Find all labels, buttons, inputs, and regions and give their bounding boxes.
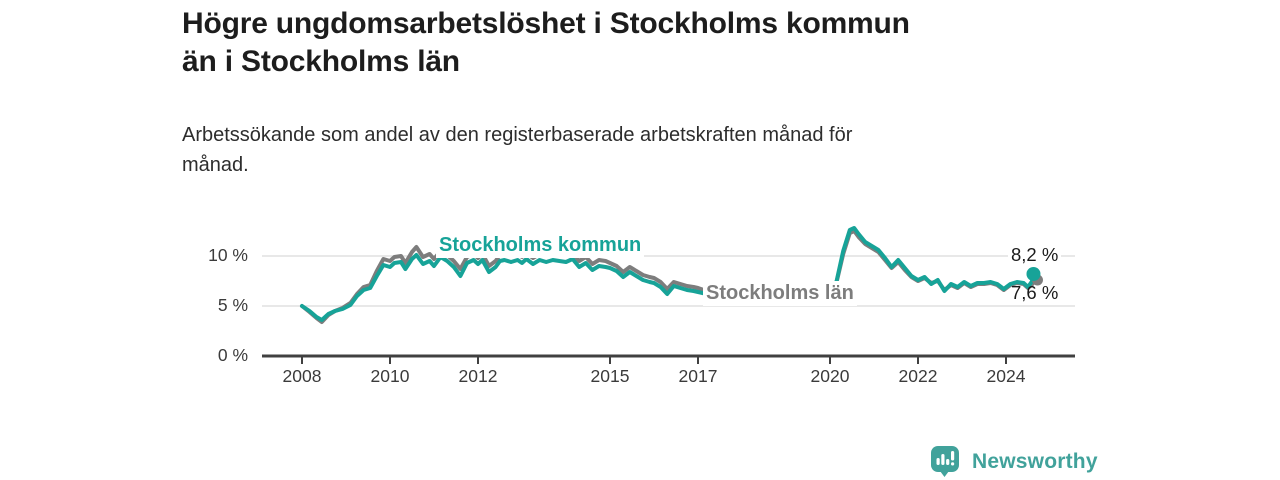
chart-subtitle: Arbetssökande som andel av den registerb… <box>182 124 853 176</box>
series-label-kommun: Stockholms kommun <box>436 233 645 258</box>
y-tick-label: 10 % <box>208 245 248 265</box>
series-line-kommun <box>300 226 1038 322</box>
x-tick-label: 2017 <box>678 366 718 386</box>
end-value-label-lan: 7,6 % <box>1011 282 1059 303</box>
chart-title: Högre ungdomsarbetslöshet i Stockholms k… <box>182 7 910 78</box>
x-tick-label: 2024 <box>986 366 1026 386</box>
y-tick-label: 0 % <box>217 345 248 365</box>
x-tick-label: 2012 <box>458 366 498 386</box>
newsworthy-logo: Newsworthy <box>930 445 1098 478</box>
x-tick-label: 2022 <box>898 366 938 386</box>
x-tick-label: 2015 <box>590 366 630 386</box>
series-label-lan: Stockholms län <box>703 281 857 306</box>
x-tick-label: 2010 <box>370 366 410 386</box>
bar-chart-speech-bubble-icon <box>931 446 959 477</box>
x-tick-label: 2008 <box>282 366 322 386</box>
series-end-dot-kommun <box>1026 267 1041 281</box>
newsworthy-logo-text: Newsworthy <box>972 449 1098 473</box>
end-value-label-kommun: 8,2 % <box>1008 244 1062 266</box>
x-tick-label: 2020 <box>810 366 850 386</box>
y-tick-label: 5 % <box>217 295 248 315</box>
